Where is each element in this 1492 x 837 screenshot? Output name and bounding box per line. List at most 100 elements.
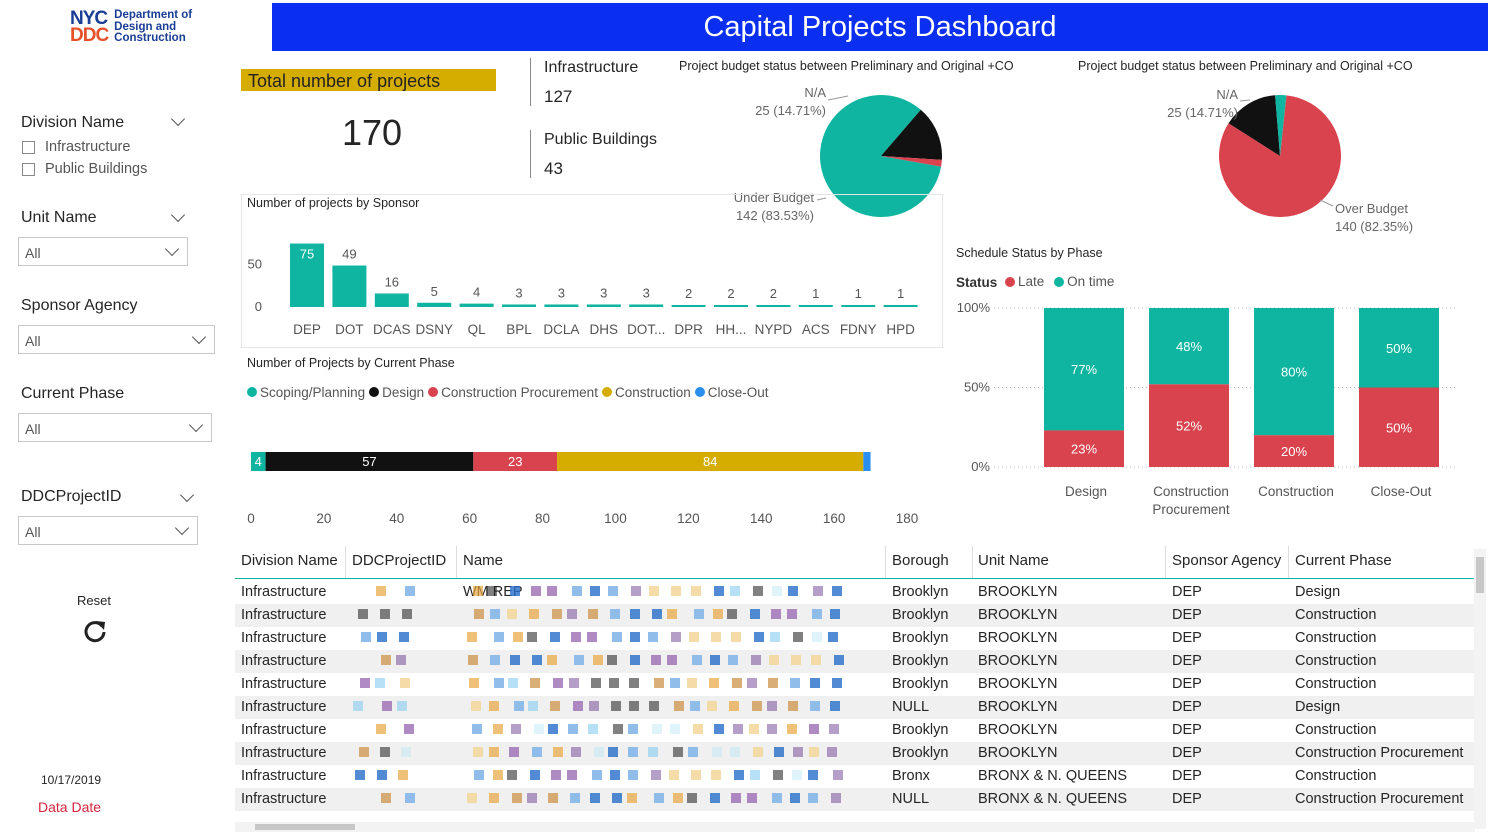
scrollbar-thumb[interactable] (1476, 557, 1484, 593)
legend-item-construction-procurement[interactable]: Construction Procurement (428, 385, 598, 400)
bar-on-time[interactable] (1359, 308, 1439, 388)
column-header-borough[interactable]: Borough (892, 552, 949, 569)
project-id-dropdown[interactable]: All (18, 516, 198, 545)
cell-phase: Design (1295, 584, 1341, 600)
column-header-sponsor-agency[interactable]: Sponsor Agency (1172, 552, 1282, 569)
table-row[interactable]: Infrastructure NULL BROOKLYN DEP Design (235, 696, 1475, 719)
x-tick-label: Procurement (1152, 502, 1230, 517)
bar-ql[interactable] (459, 303, 494, 307)
bar-dhs[interactable] (586, 304, 621, 307)
checkbox-icon[interactable] (22, 140, 35, 154)
bar-acs[interactable] (798, 305, 833, 307)
legend-label: Design (382, 384, 425, 400)
bar-dpr[interactable] (671, 305, 706, 307)
bar-dep[interactable] (290, 243, 324, 307)
legend-item-on-time[interactable]: On time (1054, 274, 1114, 289)
legend-item-design[interactable]: Design (369, 385, 424, 400)
segment-scoping-planning[interactable] (251, 452, 266, 471)
unit-slicer-chevron-icon[interactable] (170, 207, 186, 223)
checkbox-icon[interactable] (22, 162, 35, 176)
bar-dsny[interactable] (417, 302, 452, 307)
column-header-current-phase[interactable]: Current Phase (1295, 552, 1392, 569)
table-row[interactable]: Infrastructure Brooklyn BROOKLYN DEP Constru… (235, 719, 1475, 742)
cell-borough: Brooklyn (892, 584, 949, 600)
chevron-down-icon[interactable] (191, 329, 207, 345)
chevron-down-icon[interactable] (188, 417, 204, 433)
segment-close-out[interactable] (863, 452, 871, 471)
bar-dcas[interactable] (374, 293, 409, 307)
pie1-slice-other[interactable] (881, 156, 942, 167)
pie2-slice-n-a[interactable] (1228, 95, 1280, 156)
bar-on-time[interactable] (1044, 308, 1124, 431)
legend-item-late[interactable]: Late (1005, 274, 1044, 289)
pie1-slice-n-a[interactable] (881, 109, 942, 160)
cell-borough: NULL (892, 791, 930, 807)
legend-label: On time (1067, 274, 1115, 289)
phase-dropdown[interactable]: All (18, 413, 212, 442)
bar-late[interactable] (1149, 384, 1229, 467)
chevron-down-icon[interactable] (164, 241, 180, 257)
pie1-slice-under-budget[interactable] (820, 95, 942, 217)
chevron-down-icon[interactable] (174, 520, 190, 536)
segment-design[interactable] (265, 452, 474, 471)
table-row[interactable]: Infrastructure NULL BRONX & N. QUEENS DEP Co… (235, 788, 1475, 811)
bar-late[interactable] (1254, 435, 1334, 467)
sponsor-dropdown[interactable]: All (18, 325, 215, 354)
bar-hh[interactable] (714, 305, 748, 307)
column-header-division-name[interactable]: Division Name (241, 552, 338, 569)
project-id-slicer-chevron-icon[interactable] (179, 487, 195, 503)
cell-unit: BROOKLYN (978, 653, 1058, 669)
x-tick-label: 120 (677, 511, 700, 526)
table-horizontal-scrollbar[interactable] (235, 822, 1475, 832)
pie2-slice-value: 140 (82.35%) (1335, 219, 1413, 234)
legend-item-construction[interactable]: Construction (601, 385, 691, 400)
ddc-logo: NYC DDC Department of Design and Constru… (70, 9, 192, 45)
column-separator (456, 546, 457, 578)
sponsor-chart-frame (241, 194, 943, 348)
bar-late[interactable] (1359, 387, 1439, 468)
division-slicer-chevron-icon[interactable] (170, 111, 186, 127)
table-row[interactable]: Infrastructure Brooklyn BROOKLYN DEP Constru… (235, 673, 1475, 696)
pie2-slice-over-budget[interactable] (1219, 95, 1341, 217)
x-tick-label: 0 (247, 511, 255, 526)
bar-late[interactable] (1044, 430, 1124, 467)
scrollbar-thumb[interactable] (255, 824, 355, 830)
bar-bpl[interactable] (502, 304, 536, 307)
table-row[interactable]: Infrastructure Brooklyn BROOKLYN DEP Constru… (235, 627, 1475, 650)
cell-sponsor: DEP (1172, 722, 1202, 738)
legend-item-close-out[interactable]: Close-Out (694, 385, 769, 400)
cell-sponsor: DEP (1172, 699, 1202, 715)
reset-button[interactable] (82, 618, 108, 649)
table-row[interactable]: Infrastructure Brooklyn BROOKLYN DEP Constru… (235, 604, 1475, 627)
reset-label: Reset (77, 593, 111, 608)
column-header-unit-name[interactable]: Unit Name (978, 552, 1049, 569)
bar-dcla[interactable] (544, 304, 579, 307)
segment-construction[interactable] (557, 452, 864, 471)
table-row[interactable]: InfrastructureBrooklynBROOKLYNDEPDesignW… (235, 581, 1475, 604)
unit-dropdown[interactable]: All (18, 237, 188, 266)
table-vertical-scrollbar[interactable] (1474, 549, 1486, 829)
legend-label: Late (1018, 274, 1045, 289)
refresh-icon[interactable] (82, 618, 108, 644)
cell-unit: BRONX & N. QUEENS (978, 768, 1128, 784)
cell-division: Infrastructure (241, 745, 327, 761)
bar-dot[interactable] (629, 304, 664, 307)
x-tick-label: Close-Out (1371, 484, 1432, 499)
segment-construction-procurement[interactable] (473, 452, 558, 471)
legend-item-scoping-planning[interactable]: Scoping/Planning (247, 385, 365, 400)
column-header-ddcprojectid[interactable]: DDCProjectID (352, 552, 447, 569)
division-option-public-buildings[interactable]: Public Buildings (22, 161, 147, 177)
bar-on-time[interactable] (1254, 308, 1334, 436)
column-header-name[interactable]: Name (463, 552, 504, 569)
bar-dot[interactable] (332, 265, 367, 307)
bar-nypd[interactable] (756, 305, 791, 307)
table-row[interactable]: Infrastructure Brooklyn BROOKLYN DEP Constru… (235, 650, 1475, 673)
bar-hpd[interactable] (883, 305, 918, 307)
table-row[interactable]: Infrastructure Bronx BRONX & N. QUEENS DEP C… (235, 765, 1475, 788)
bar-fdny[interactable] (841, 305, 876, 307)
division-option-infrastructure[interactable]: Infrastructure (22, 139, 130, 155)
pie2-slice-other[interactable] (1275, 95, 1287, 156)
bar-on-time[interactable] (1149, 308, 1229, 385)
table-row[interactable]: Infrastructure Brooklyn BROOKLYN DEP Constru… (235, 742, 1475, 765)
x-tick-label: 60 (462, 511, 477, 526)
